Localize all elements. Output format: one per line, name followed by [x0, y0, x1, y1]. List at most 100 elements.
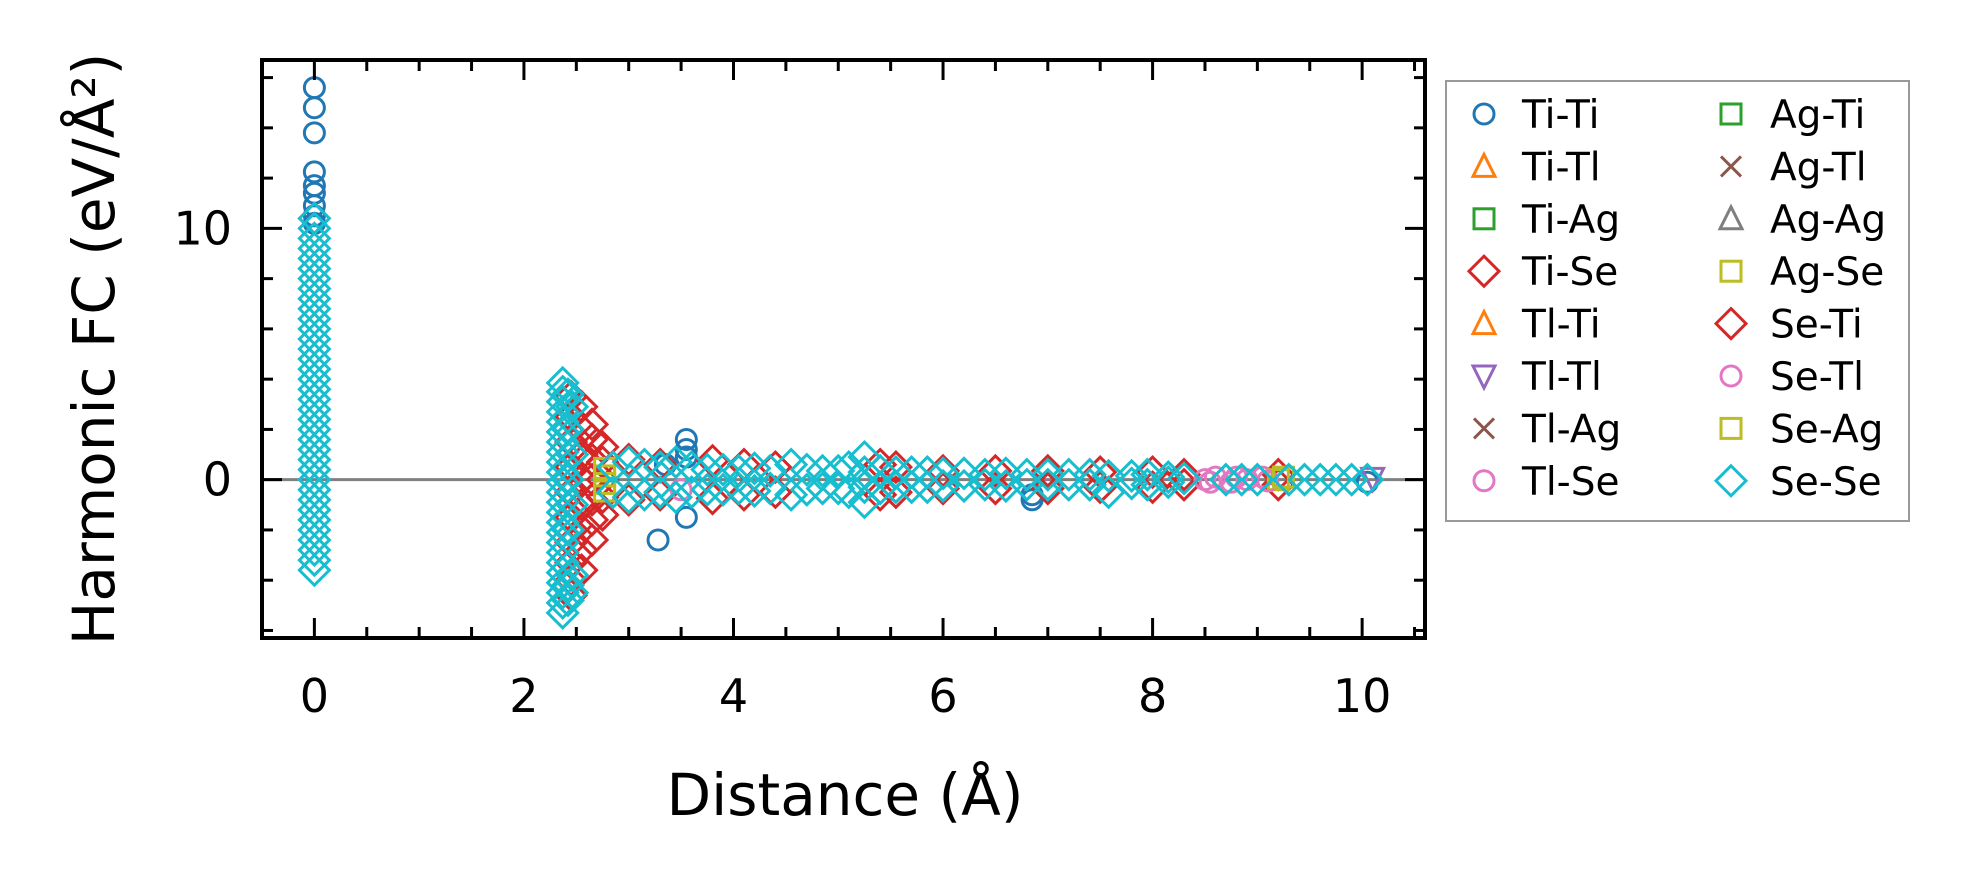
square-marker-icon — [1472, 207, 1496, 231]
triangle-up-marker-icon — [1470, 308, 1498, 336]
legend-label: Ag-Ag — [1770, 198, 1886, 243]
diamond-marker-icon — [1466, 254, 1502, 289]
data-point — [1072, 467, 1107, 502]
x-marker-icon — [1472, 417, 1496, 440]
legend-box — [1445, 80, 1910, 522]
data-point — [967, 467, 1003, 502]
data-point — [789, 452, 824, 487]
data-point — [550, 512, 586, 548]
diamond-marker-icon — [1713, 306, 1749, 341]
data-point — [302, 121, 326, 145]
data-point — [753, 471, 788, 506]
data-point — [1287, 462, 1322, 497]
legend-item-ag-ti: Ag-Ti — [1719, 93, 1865, 138]
data-point — [297, 412, 332, 447]
data-point — [302, 76, 326, 100]
data-point — [611, 482, 646, 517]
data-point — [593, 479, 617, 503]
data-point — [297, 311, 332, 347]
data-point — [1240, 462, 1275, 497]
legend-label: Ti-Ag — [1521, 198, 1620, 243]
data-point — [789, 472, 824, 507]
data-point — [674, 427, 698, 451]
x-tick-label: 10 — [1333, 669, 1392, 723]
data-point — [297, 241, 332, 276]
x-tick-label: 4 — [719, 669, 748, 723]
legend-item-ti-se: Ti-Se — [1466, 250, 1618, 295]
data-point — [297, 512, 332, 548]
legend-item-ti-ti: Ti-Ti — [1472, 93, 1599, 138]
y-tick-label: 10 — [173, 201, 232, 255]
legend-label: Ti-Tl — [1521, 145, 1601, 190]
x-axis-label: Distance (Å) — [667, 760, 1024, 829]
data-point — [297, 482, 332, 517]
data-point — [297, 341, 332, 377]
data-point — [297, 271, 332, 306]
legend-item-tl-tl: Tl-Tl — [1470, 355, 1602, 400]
data-point — [705, 452, 741, 487]
data-point — [297, 201, 332, 236]
data-point — [805, 471, 840, 506]
legend-label: Ag-Tl — [1770, 145, 1867, 190]
legend-item-ag-ag: Ag-Ag — [1717, 198, 1886, 243]
data-point — [574, 502, 610, 538]
data-point — [753, 453, 788, 489]
data-point — [302, 96, 326, 120]
legend-item-ti-ag: Ti-Ag — [1472, 198, 1620, 243]
plot-area — [262, 76, 1425, 630]
legend-item-ag-se: Ag-Se — [1719, 250, 1884, 295]
legend-item-se-se: Se-Se — [1713, 460, 1882, 505]
diamond-marker-icon — [1713, 463, 1749, 498]
circle-marker-icon — [1472, 102, 1496, 126]
data-point — [1303, 462, 1338, 497]
circle-marker-icon — [1472, 469, 1496, 493]
data-point — [1256, 469, 1280, 493]
legend-item-ti-tl: Ti-Tl — [1470, 145, 1601, 190]
data-point — [297, 362, 332, 397]
data-point — [705, 472, 741, 507]
data-point — [1198, 470, 1222, 494]
data-point — [297, 291, 332, 326]
data-point — [297, 492, 332, 527]
legend-item-se-ti: Se-Ti — [1713, 303, 1863, 348]
data-point — [297, 321, 332, 357]
data-point — [646, 528, 670, 552]
square-marker-icon — [1719, 416, 1743, 440]
square-marker-icon — [1719, 259, 1743, 283]
data-point — [695, 481, 730, 516]
data-point — [297, 522, 332, 558]
series-se-se — [297, 201, 1385, 630]
legend-item-se-ag: Se-Ag — [1719, 407, 1883, 452]
data-point — [1334, 462, 1369, 497]
legend-label: Se-Ag — [1770, 407, 1883, 452]
square-marker-icon — [1719, 102, 1743, 126]
plot-frame — [260, 58, 1427, 640]
data-point — [721, 453, 756, 489]
data-point — [674, 505, 698, 529]
data-point — [1135, 470, 1170, 505]
data-point — [690, 452, 725, 487]
data-point — [878, 475, 914, 510]
triangle-down-marker-icon — [1470, 364, 1498, 392]
data-point — [690, 472, 725, 507]
data-point — [1130, 457, 1165, 492]
legend-item-tl-se: Tl-Se — [1472, 460, 1619, 505]
data-point — [595, 449, 631, 485]
y-tick-label: 0 — [203, 453, 232, 507]
data-point — [297, 331, 332, 367]
data-point — [555, 487, 590, 522]
data-point — [297, 402, 332, 437]
data-point — [1151, 465, 1186, 500]
data-point — [550, 377, 586, 412]
axes: 0 2 4 6 8 10 0 10 — [173, 58, 1427, 723]
legend-label: Ag-Se — [1770, 250, 1884, 295]
x-tick-label: 2 — [509, 669, 538, 723]
data-point — [946, 456, 982, 491]
legend-label: Ag-Ti — [1770, 93, 1865, 138]
legend-label: Tl-Ti — [1521, 303, 1601, 348]
data-point — [1224, 462, 1259, 497]
data-point — [863, 477, 898, 512]
legend-label: Se-Ti — [1770, 303, 1863, 348]
data-point — [1271, 462, 1306, 497]
legend: Ti-Ti Ti-Tl Ti-Ag Ti-Se Tl-Ti Tl-Tl Tl-Ag Tl-Se… — [1445, 80, 1910, 522]
